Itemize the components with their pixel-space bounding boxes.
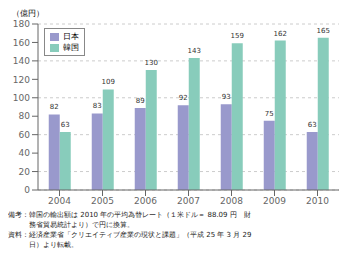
svg-text:159: 159 [231, 32, 244, 40]
svg-text:2009: 2009 [263, 196, 286, 206]
html-text:日）より転載。: 日）より転載。 [8, 241, 78, 249]
html-text:備考：韓国の輸出額は 2010 年の平均為替レート（１米ドル: 備考：韓国の輸出額は 2010 年の平均為替レート（１米ドル＝ 88.09 円 … [8, 211, 251, 219]
html-text:務省貿易統計より）で円に換算。: 務省貿易統計より）で円に換算。 [8, 221, 134, 229]
svg-text:0: 0 [24, 185, 30, 195]
svg-text:120: 120 [13, 75, 30, 85]
svg-text:2006: 2006 [134, 196, 157, 206]
svg-text:130: 130 [145, 59, 158, 67]
svg-text:80: 80 [19, 111, 31, 121]
svg-text:83: 83 [93, 102, 102, 110]
svg-text:140: 140 [13, 56, 30, 66]
svg-text:2005: 2005 [91, 196, 114, 206]
svg-text:63: 63 [308, 121, 317, 129]
svg-text:2004: 2004 [48, 196, 71, 206]
svg-text:93: 93 [222, 93, 231, 101]
html-text:（億円）: （億円） [12, 9, 44, 18]
svg-text:60: 60 [19, 130, 31, 140]
svg-text:82: 82 [50, 103, 59, 111]
html-text:資料：経済産業省「クリエイティブ産業の現状と課題」（平成 2: 資料：経済産業省「クリエイティブ産業の現状と課題」（平成 25 年 3 月 29 [8, 231, 252, 239]
svg-text:20: 20 [19, 167, 31, 177]
svg-text:100: 100 [13, 93, 30, 103]
svg-text:180: 180 [13, 19, 30, 29]
svg-text:40: 40 [19, 148, 31, 158]
svg-text:2008: 2008 [220, 196, 243, 206]
svg-text:143: 143 [188, 47, 201, 55]
svg-text:92: 92 [179, 94, 188, 102]
svg-text:63: 63 [61, 121, 70, 129]
svg-text:2010: 2010 [306, 196, 329, 206]
svg-text:109: 109 [102, 78, 115, 86]
svg-text:165: 165 [317, 27, 330, 35]
svg-text:160: 160 [13, 38, 30, 48]
svg-text:89: 89 [136, 97, 145, 105]
svg-text:162: 162 [274, 30, 287, 38]
svg-text:75: 75 [265, 110, 274, 118]
html-text:韓国: 韓国 [63, 43, 79, 52]
html-text:日本: 日本 [63, 32, 79, 41]
svg-text:2007: 2007 [177, 196, 200, 206]
